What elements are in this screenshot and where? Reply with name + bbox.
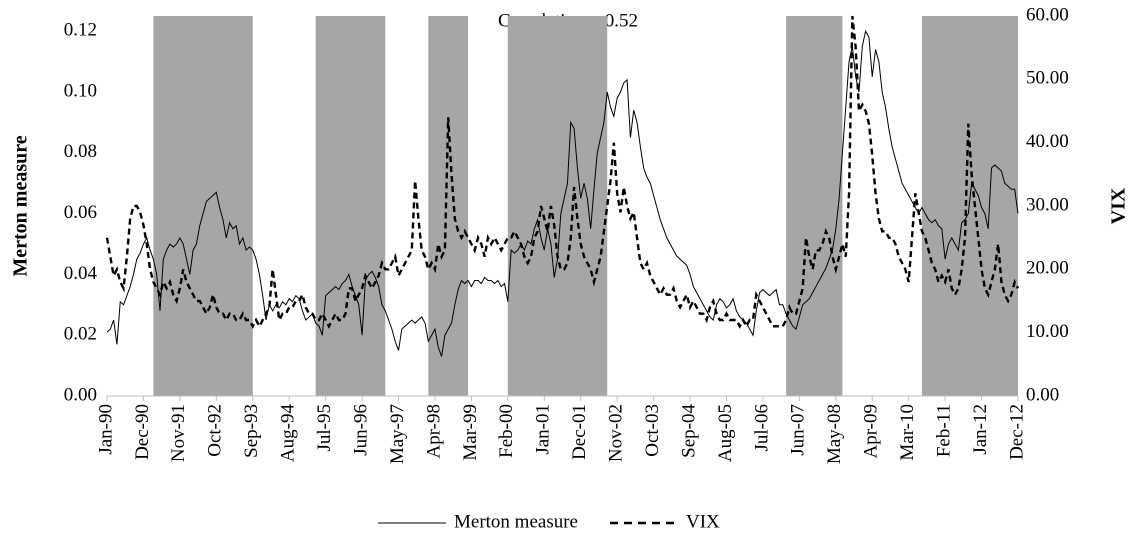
- shaded-period: [428, 16, 469, 396]
- y2-tick-label: 0.00: [1026, 384, 1059, 405]
- x-tick-label: Jul-95: [314, 404, 335, 452]
- x-tick-label: Aug-05: [715, 404, 736, 462]
- x-tick-label: Jun-07: [788, 404, 809, 456]
- shaded-period: [315, 16, 386, 396]
- y-tick-label: 0.06: [64, 202, 97, 223]
- y-tick-label: 0.04: [64, 263, 98, 284]
- legend-label: Merton measure: [454, 511, 578, 532]
- x-tick-label: Jun-96: [350, 404, 371, 456]
- x-tick-label: Jan-01: [533, 404, 554, 455]
- x-tick-label: Apr-09: [861, 404, 882, 459]
- x-tick-label: Jan-90: [95, 404, 116, 455]
- y-tick-label: 0.02: [64, 324, 97, 345]
- y2-tick-label: 60.00: [1026, 4, 1069, 25]
- y2-tick-label: 40.00: [1026, 131, 1069, 152]
- x-tick-label: Dec-01: [569, 404, 590, 460]
- shaded-period: [153, 16, 253, 396]
- y-tick-label: 0.08: [64, 141, 97, 162]
- x-tick-label: Sep-04: [678, 404, 699, 458]
- y2-tick-label: 20.00: [1026, 258, 1069, 279]
- y-axis-label: Merton measure: [10, 135, 32, 276]
- shaded-period: [921, 16, 1018, 396]
- y2-tick-label: 30.00: [1026, 194, 1069, 215]
- y2-axis-label: VIX: [1108, 187, 1130, 224]
- x-tick-label: Jul-06: [751, 404, 772, 452]
- x-tick-label: May-97: [387, 404, 408, 464]
- x-tick-label: Mar-99: [460, 404, 481, 461]
- x-tick-label: Nov-91: [168, 404, 189, 462]
- shaded-period: [507, 16, 608, 396]
- x-tick-label: Jan-12: [970, 404, 991, 455]
- y-tick-label: 0.10: [64, 80, 97, 101]
- y2-tick-label: 50.00: [1026, 68, 1069, 89]
- x-tick-label: Oct-03: [642, 404, 663, 457]
- x-tick-label: May-08: [824, 404, 845, 464]
- legend-label: VIX: [686, 511, 720, 532]
- x-tick-label: Mar-10: [897, 404, 918, 461]
- series-line: [105, 15, 1020, 329]
- x-tick-label: Nov-02: [606, 404, 627, 462]
- y-tick-label: 0.00: [64, 384, 97, 405]
- x-tick-label: Feb-00: [496, 404, 517, 458]
- x-tick-label: Aug-94: [278, 404, 299, 463]
- y-tick-label: 0.12: [64, 20, 97, 41]
- series-line: [106, 29, 1019, 357]
- x-tick-label: Feb-11: [933, 404, 954, 457]
- shaded-period: [786, 16, 843, 396]
- x-tick-label: Sep-93: [241, 404, 262, 458]
- x-tick-label: Apr-98: [423, 404, 444, 459]
- x-tick-label: Oct-92: [205, 404, 226, 457]
- x-tick-label: Dec-90: [132, 404, 153, 460]
- y2-tick-label: 10.00: [1026, 321, 1069, 342]
- x-tick-label: Dec-12: [1006, 404, 1027, 460]
